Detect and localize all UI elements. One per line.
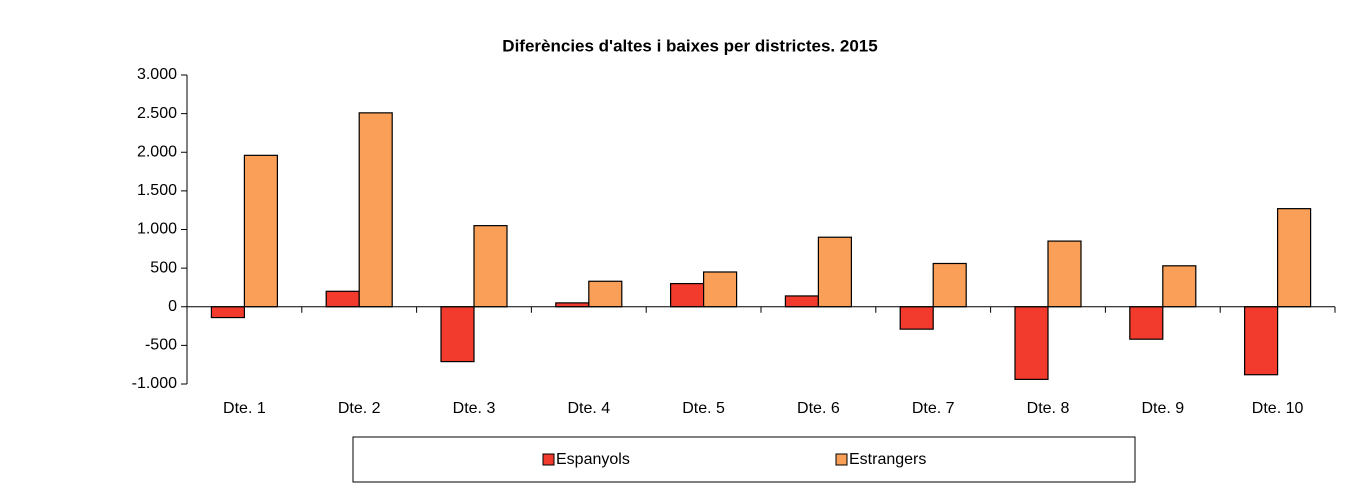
bar (784, 295, 820, 308)
bar (899, 306, 934, 330)
bar (1129, 306, 1164, 340)
bar (1014, 306, 1049, 380)
bar (669, 282, 705, 308)
bar (243, 154, 278, 308)
y-tick-label: 500 (150, 259, 177, 276)
bar (473, 225, 508, 308)
y-tick-label: 2.000 (137, 143, 177, 160)
x-tick-label: Dte. 1 (223, 400, 266, 417)
bar (325, 290, 360, 308)
y-tick-label: 3.000 (137, 66, 177, 83)
y-tick-label: 1.000 (137, 221, 177, 238)
x-tick-label: Dte. 5 (682, 400, 725, 417)
x-tick-label: Dte. 4 (567, 400, 610, 417)
bar (588, 280, 623, 308)
x-tick-label: Dte. 10 (1252, 400, 1304, 417)
legend-swatch (835, 453, 848, 466)
legend-label: Espanyols (556, 451, 630, 468)
bar (1243, 306, 1279, 376)
x-tick-label: Dte. 9 (1141, 400, 1184, 417)
bar (702, 271, 738, 308)
legend-label: Estrangers (849, 451, 926, 468)
bar (358, 112, 393, 308)
x-tick-label: Dte. 7 (912, 400, 955, 417)
y-tick-label: 2.500 (137, 105, 177, 122)
bar (1162, 265, 1197, 308)
x-tick-label: Dte. 6 (797, 400, 840, 417)
legend-box (352, 436, 1136, 483)
y-tick-label: 0 (168, 298, 177, 315)
bar (210, 306, 245, 319)
y-tick-label: -1.000 (132, 375, 177, 392)
y-tick-label: -500 (145, 337, 177, 354)
legend-swatch (542, 453, 555, 466)
x-tick-label: Dte. 8 (1027, 400, 1070, 417)
y-tick-label: 1.500 (137, 182, 177, 199)
bar (932, 262, 967, 308)
bar (1276, 208, 1312, 308)
bar (440, 306, 475, 363)
chart-title: Diferències d'altes i baixes per distric… (502, 36, 877, 55)
bar (1047, 240, 1082, 308)
x-tick-label: Dte. 2 (338, 400, 381, 417)
bar (817, 236, 853, 308)
x-tick-label: Dte. 3 (453, 400, 496, 417)
bar (555, 302, 590, 308)
